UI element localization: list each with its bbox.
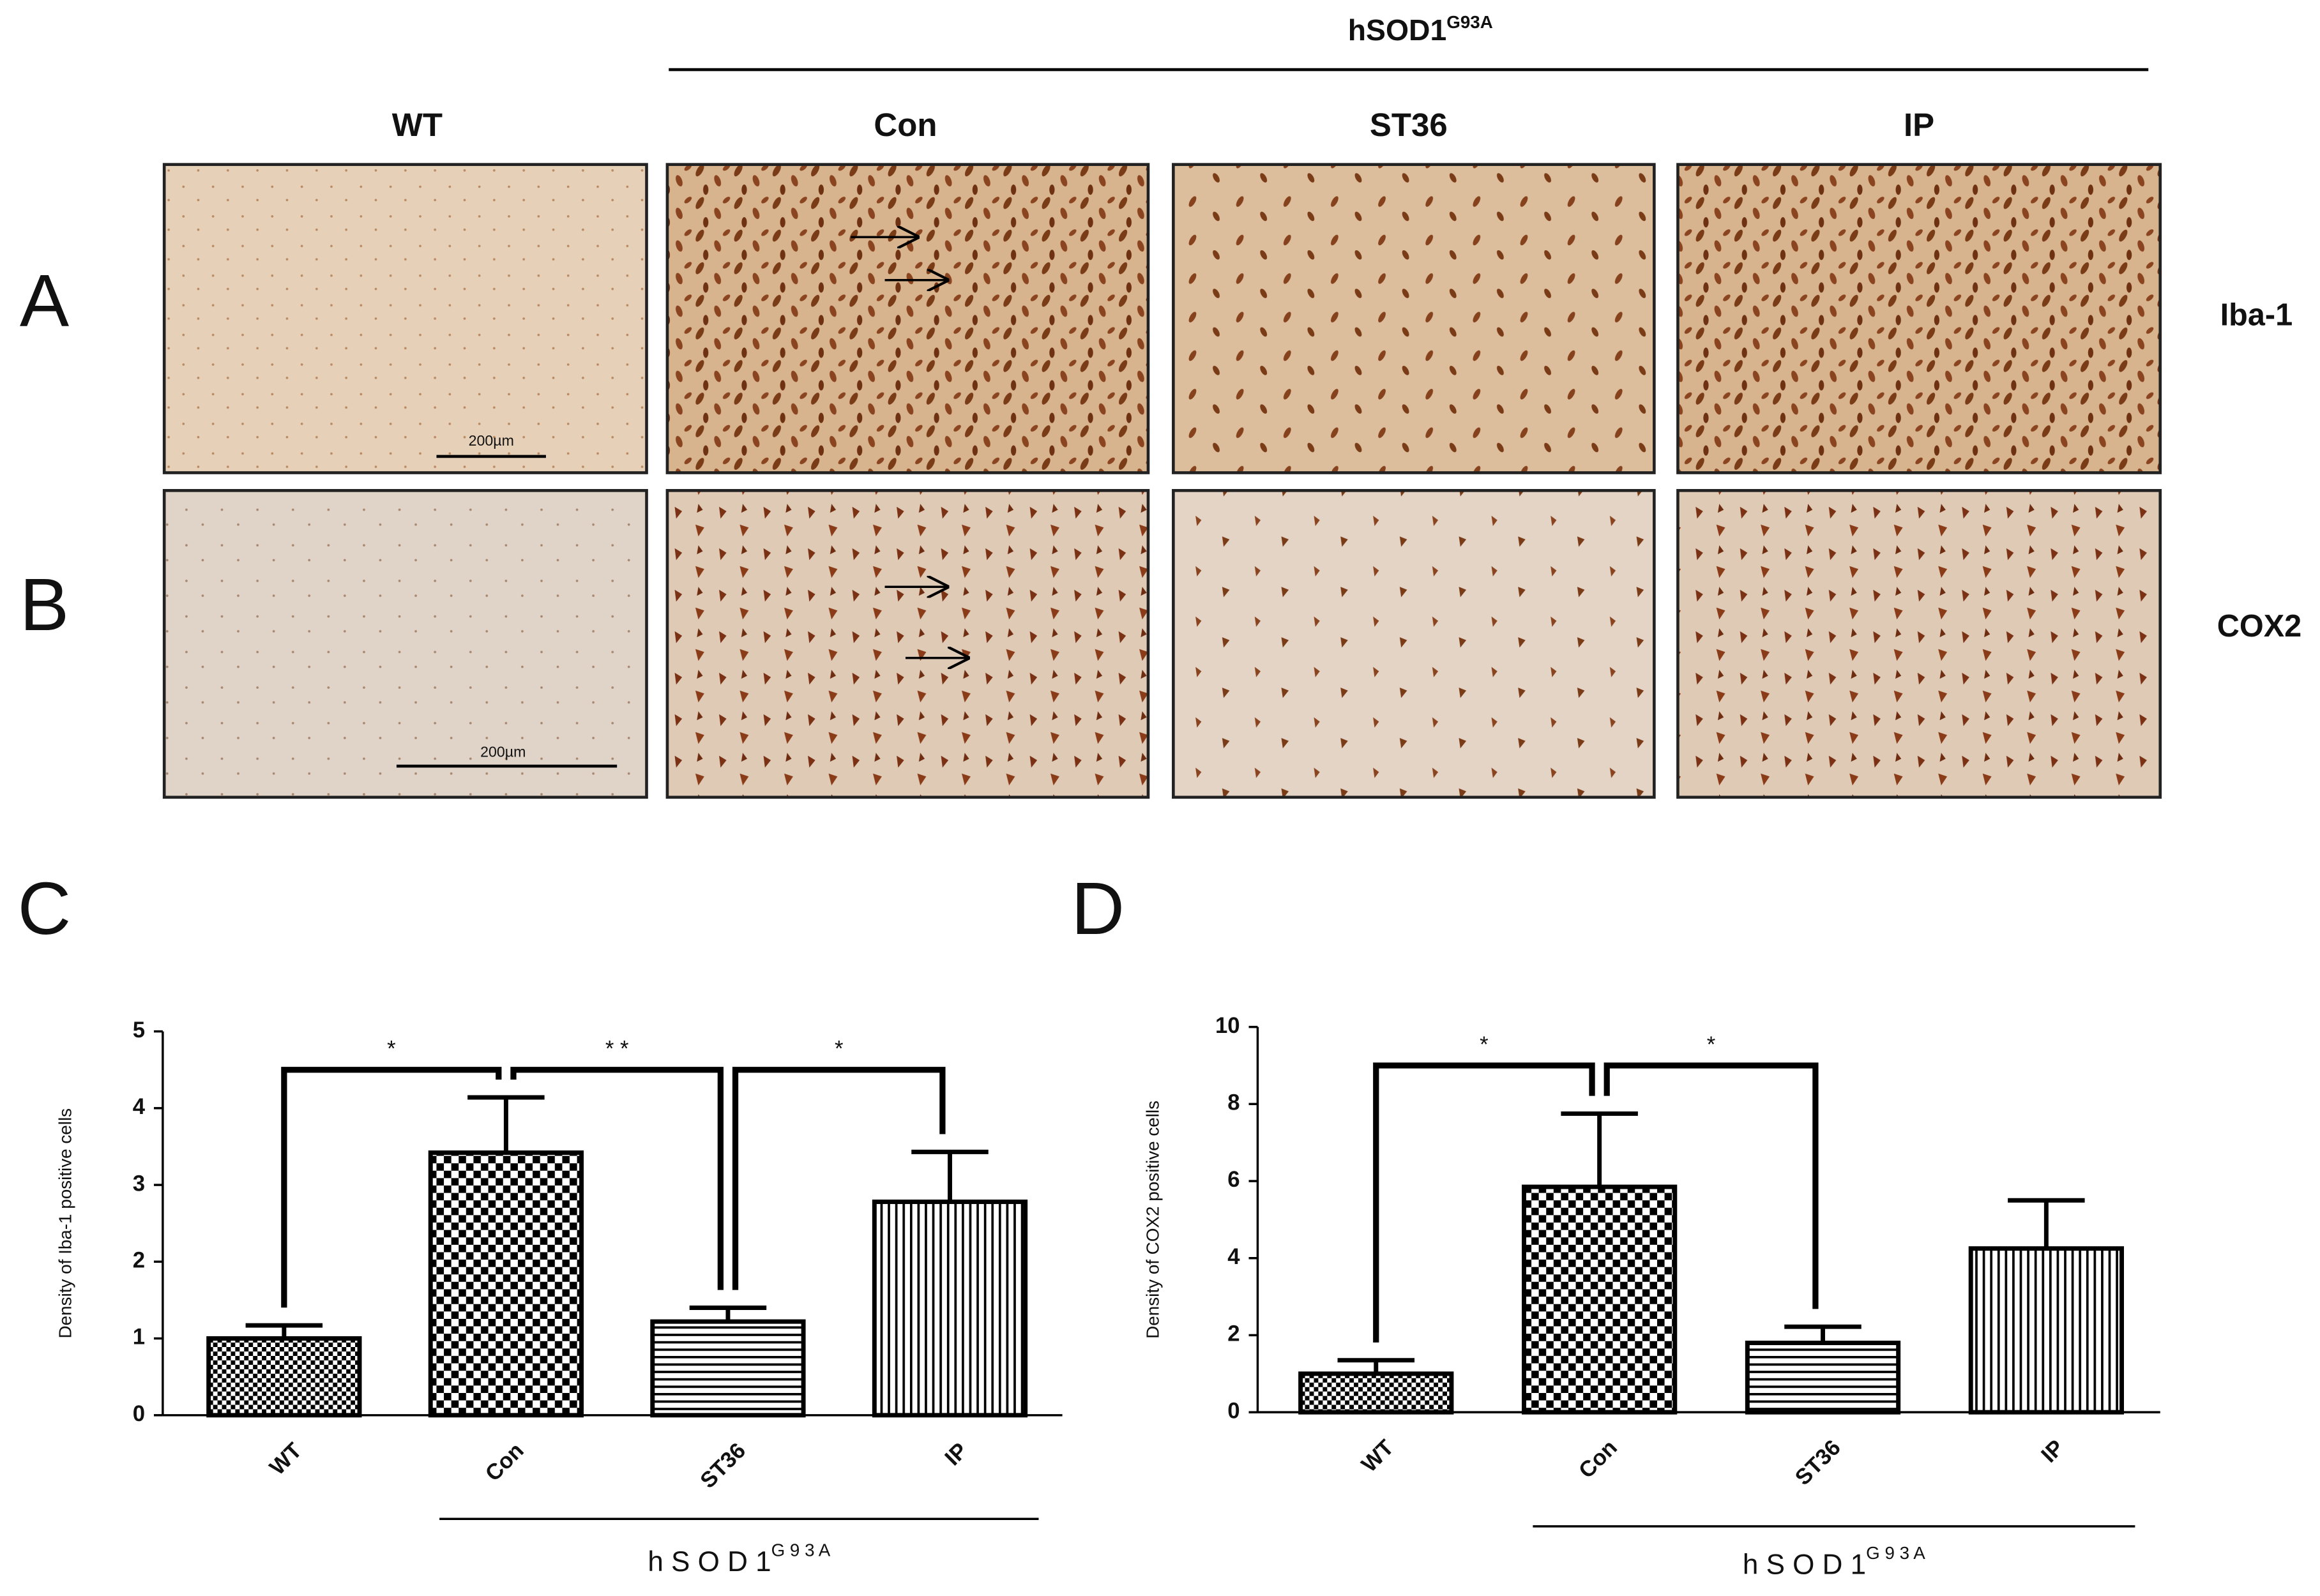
x-tick-label: ST36 xyxy=(696,1438,751,1493)
bar xyxy=(428,1150,584,1418)
y-axis-label: Density of COX2 positive cells xyxy=(1143,1101,1163,1339)
significance-bracket xyxy=(732,1067,946,1290)
micrograph xyxy=(162,163,648,474)
column-label: IP xyxy=(1904,107,1934,143)
significance-bracket xyxy=(510,1067,724,1290)
x-tick-label: Con xyxy=(1574,1436,1622,1484)
group-label-sup: G 9 3 A xyxy=(771,1540,831,1560)
panel-label: A xyxy=(20,259,70,342)
panel-label: C xyxy=(18,867,72,950)
column-label: Con xyxy=(874,107,937,143)
micrograph xyxy=(1676,163,2162,474)
x-tick-label: ST36 xyxy=(1791,1436,1846,1491)
header: hSOD1G93A xyxy=(1348,12,1493,47)
x-tick-label: IP xyxy=(2037,1436,2069,1468)
panel-label: B xyxy=(20,563,69,646)
micrograph xyxy=(665,163,1150,474)
significance-label: * * xyxy=(605,1037,629,1062)
y-tick-label: 8 xyxy=(1227,1091,1240,1115)
micrograph xyxy=(162,489,648,799)
y-tick-label: 10 xyxy=(1215,1014,1240,1038)
y-tick-label: 4 xyxy=(1227,1245,1240,1269)
bar xyxy=(206,1336,362,1418)
micrograph xyxy=(665,489,1150,799)
significance-label: * xyxy=(387,1037,396,1062)
group-label: h S O D 1G 9 3 A xyxy=(1743,1543,1925,1580)
bar xyxy=(1521,1184,1678,1415)
y-tick-label: 6 xyxy=(1227,1168,1240,1192)
significance-label: * xyxy=(835,1037,844,1062)
panel-label: D xyxy=(1071,867,1125,950)
y-tick-label: 0 xyxy=(1227,1399,1240,1423)
significance-label: * xyxy=(1707,1033,1716,1057)
y-tick-label: 2 xyxy=(1227,1322,1240,1346)
bar xyxy=(1968,1246,2125,1415)
significance-bracket xyxy=(1373,1062,1595,1343)
micrograph xyxy=(1172,163,1656,474)
y-tick-label: 1 xyxy=(133,1325,145,1350)
y-tick-label: 0 xyxy=(133,1402,145,1426)
micrograph xyxy=(1172,489,1656,799)
x-tick-label: WT xyxy=(265,1438,307,1480)
group-label-text: h S O D 1 xyxy=(648,1546,771,1577)
y-tick-label: 2 xyxy=(133,1248,145,1272)
header-sup: G93A xyxy=(1446,12,1493,32)
bar xyxy=(872,1200,1028,1418)
group-label-sup: G 9 3 A xyxy=(1866,1543,1925,1563)
x-tick-label: Con xyxy=(481,1438,529,1486)
bar xyxy=(1298,1371,1454,1415)
column-label: ST36 xyxy=(1370,107,1448,143)
y-tick-label: 3 xyxy=(133,1171,145,1196)
scale-bar-label: 200µm xyxy=(480,743,526,760)
scale-bar-label: 200µm xyxy=(469,432,514,449)
x-tick-label: WT xyxy=(1357,1436,1399,1477)
group-label: h S O D 1G 9 3 A xyxy=(648,1540,830,1577)
bar xyxy=(650,1319,806,1418)
row-marker: COX2 xyxy=(2217,609,2301,644)
y-tick-label: 5 xyxy=(133,1018,145,1043)
significance-label: * xyxy=(1480,1033,1489,1057)
bar xyxy=(1745,1341,1901,1415)
significance-bracket xyxy=(1604,1062,1819,1309)
micrograph xyxy=(1676,489,2162,799)
header-text: hSOD1 xyxy=(1348,13,1446,47)
column-label: WT xyxy=(392,107,443,143)
group-label-text: h S O D 1 xyxy=(1743,1549,1866,1580)
y-axis-label: Density of Iba-1 positive cells xyxy=(56,1108,75,1339)
row-marker: Iba-1 xyxy=(2220,298,2293,333)
y-tick-label: 4 xyxy=(133,1095,146,1119)
x-tick-label: IP xyxy=(941,1438,973,1470)
significance-bracket xyxy=(281,1067,502,1308)
